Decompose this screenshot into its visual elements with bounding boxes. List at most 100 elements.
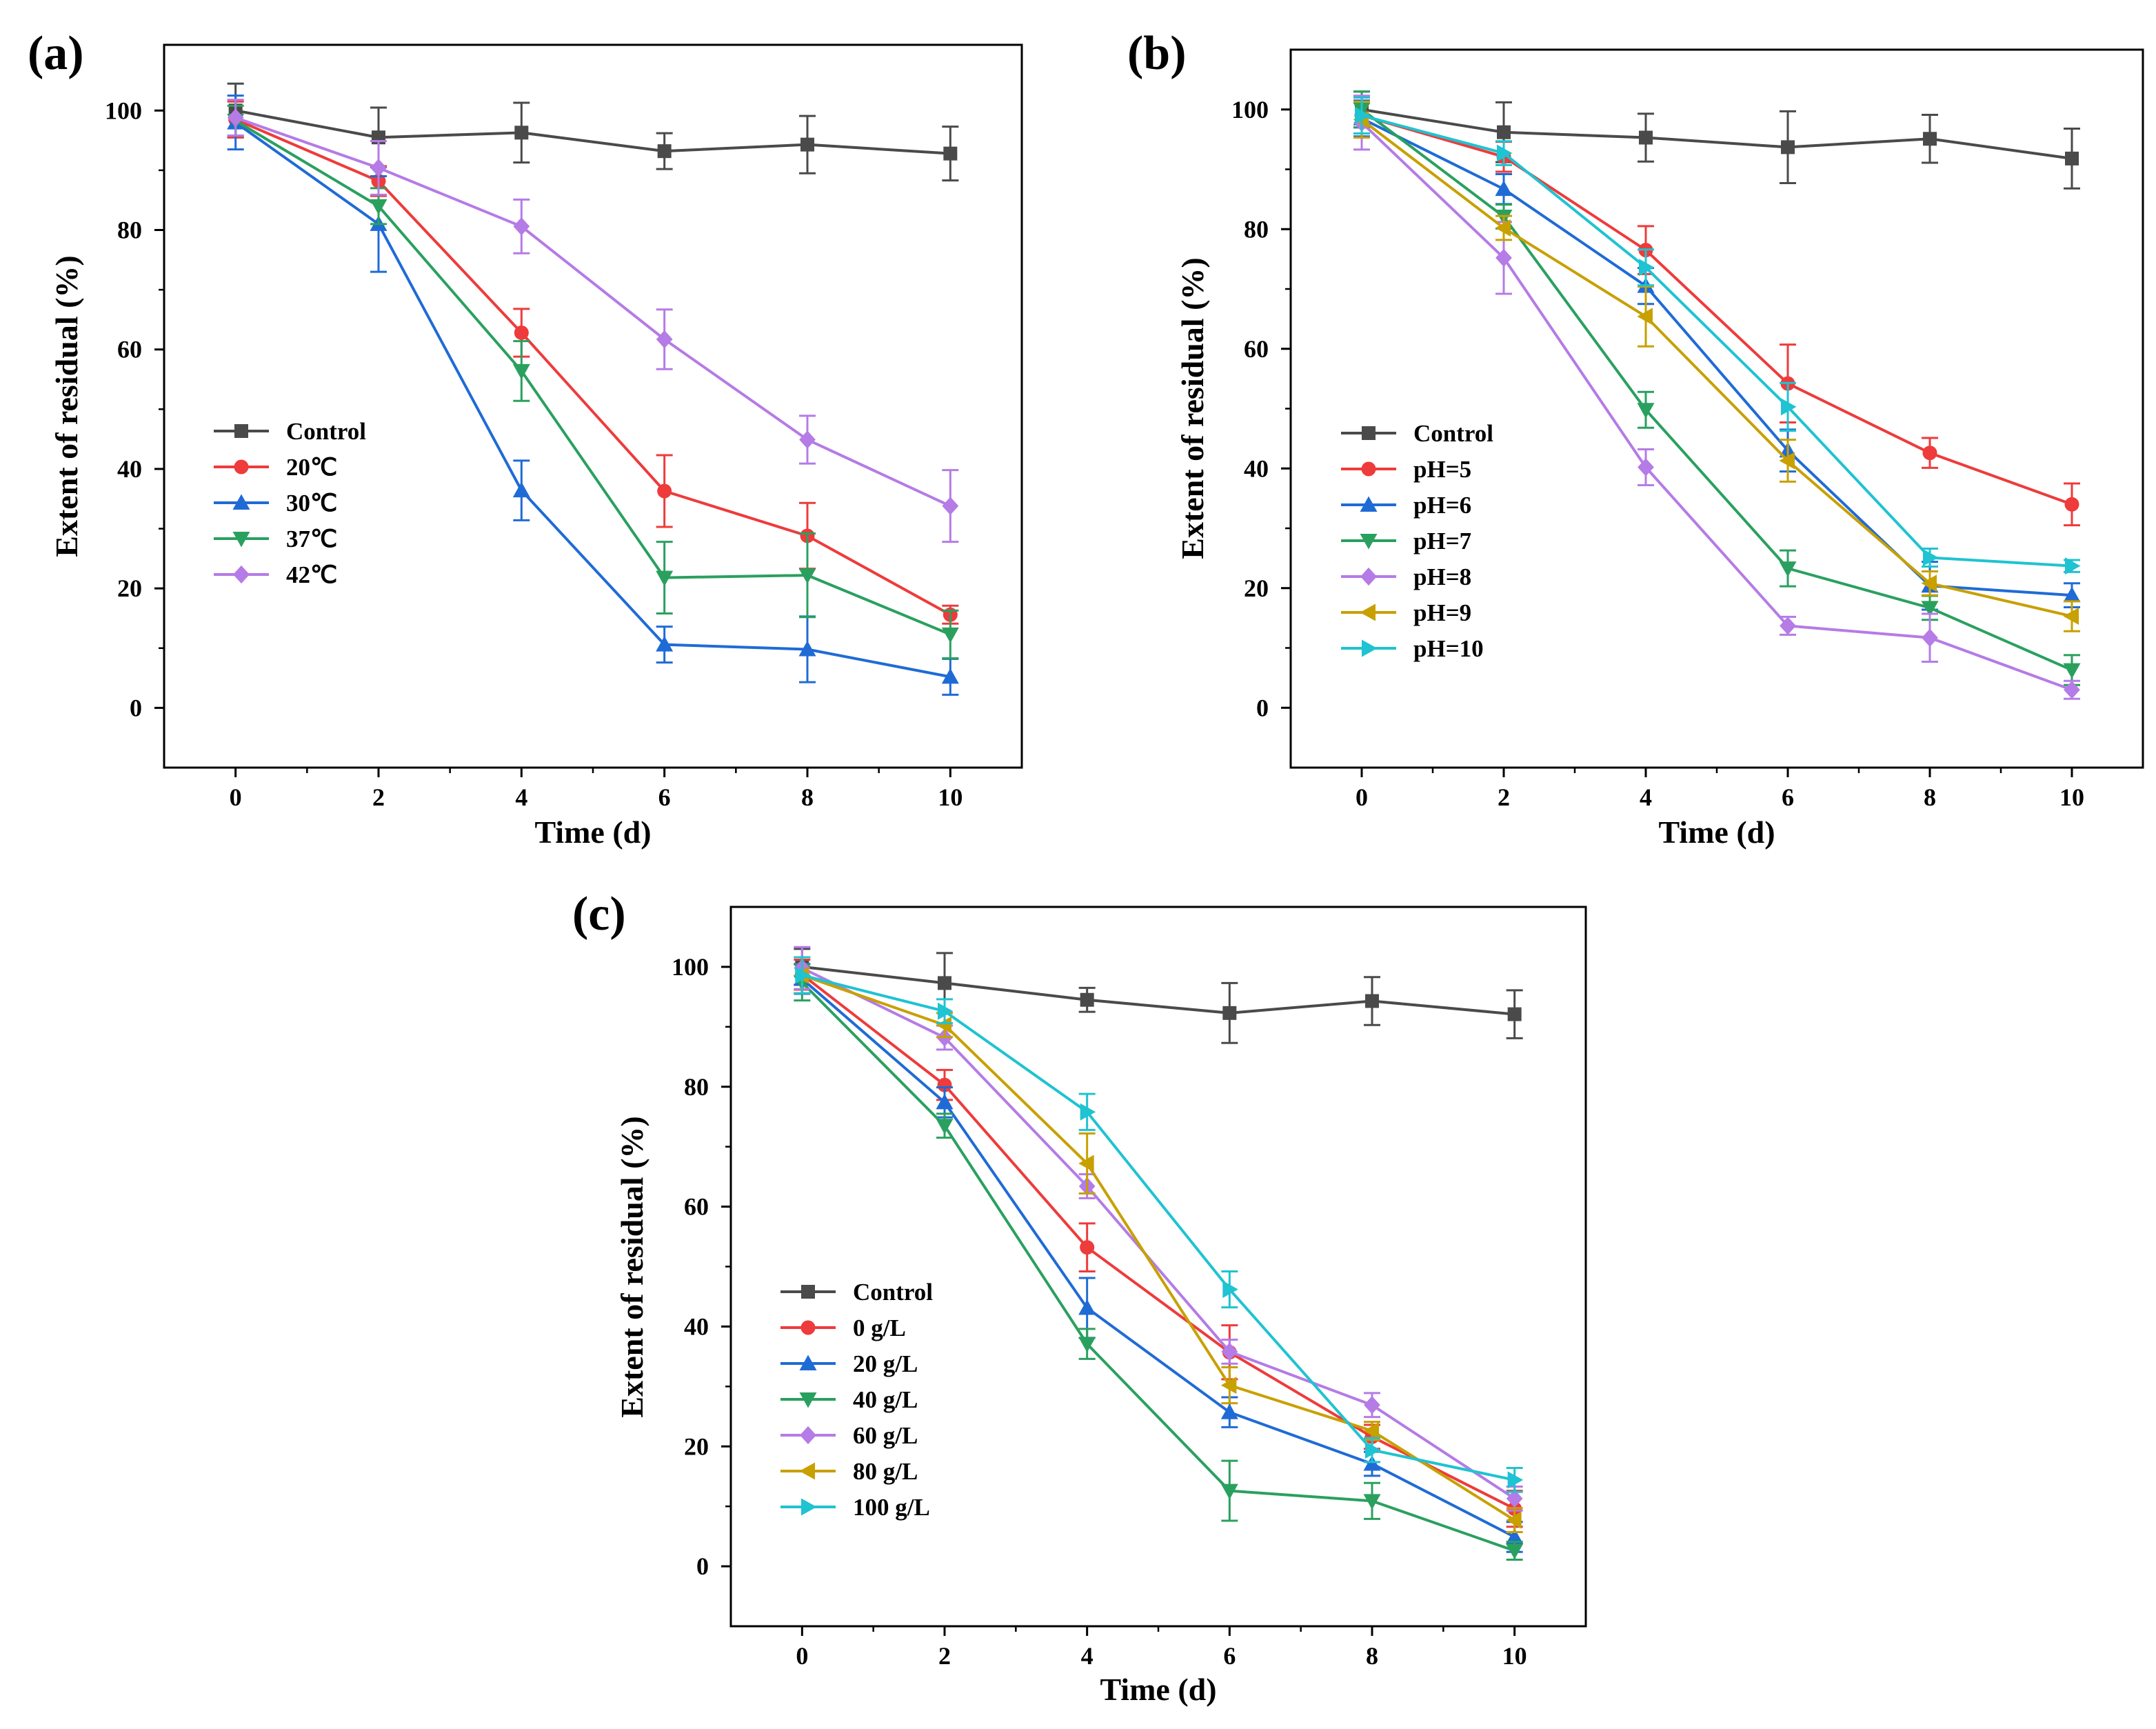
series-line [801, 973, 1515, 1510]
data-point [1363, 1422, 1379, 1440]
data-point [514, 325, 529, 340]
data-point [1506, 1511, 1522, 1529]
data-point [1506, 1543, 1524, 1559]
data-point [1495, 219, 1511, 237]
legend-marker [799, 1462, 815, 1480]
data-point [1781, 398, 1797, 416]
y-tick-label: 40 [117, 455, 142, 483]
legend-marker [1360, 496, 1378, 512]
y-axis-title: Extent of residual (%) [49, 255, 84, 557]
legend-label: 0 g/L [853, 1315, 906, 1341]
series-5 [227, 99, 959, 543]
legend-marker [801, 1285, 815, 1299]
legend-label: 20 g/L [853, 1350, 918, 1377]
x-tick-label: 8 [801, 783, 814, 811]
data-point [1363, 1494, 1381, 1510]
data-point [1078, 1299, 1096, 1315]
data-point [370, 159, 387, 177]
data-point [1080, 1240, 1095, 1255]
legend-label: pH=9 [1413, 599, 1471, 626]
legend: Control pH=5 pH=6 pH=7 pH=8 pH=9 pH=10 [1341, 420, 1493, 662]
data-point [2064, 681, 2080, 699]
data-point [1779, 452, 1795, 470]
data-point [1495, 180, 1513, 197]
y-tick-label: 20 [684, 1432, 709, 1460]
data-point [1080, 992, 1094, 1007]
data-point [1222, 1281, 1238, 1299]
series-1 [1353, 90, 2080, 190]
y-tick-label: 60 [117, 336, 142, 363]
x-axis-title: Time (d) [1100, 1672, 1216, 1707]
plot-frame [163, 43, 1023, 769]
legend-label: pH=10 [1413, 635, 1484, 662]
series-line [800, 981, 1515, 1552]
data-point [1639, 130, 1653, 145]
data-point [936, 1016, 951, 1034]
data-point [656, 330, 673, 349]
series-1 [794, 948, 1523, 1044]
data-point [2063, 663, 2081, 679]
panel-label: (a) [28, 27, 84, 80]
data-point [1222, 1006, 1237, 1020]
data-point [1078, 1155, 1094, 1172]
data-point [1220, 1377, 1237, 1395]
legend-marker [1360, 603, 1376, 621]
panel-label: (c) [572, 888, 626, 941]
y-tick-label: 100 [1231, 96, 1269, 123]
data-point [943, 146, 958, 161]
legend-label: pH=5 [1413, 456, 1471, 483]
y-tick-label: 80 [1244, 215, 1269, 243]
y-axis-title: Extent of residual (%) [1175, 257, 1210, 559]
y-tick-label: 40 [684, 1312, 709, 1340]
series-line [1361, 114, 2073, 506]
data-point [1921, 601, 1939, 617]
legend-marker [1360, 534, 1378, 550]
y-tick-label: 100 [105, 97, 142, 124]
data-point [512, 481, 530, 498]
series-line [1361, 117, 2073, 597]
legend-label: 40 g/L [853, 1386, 918, 1413]
legend-label: 60 g/L [853, 1422, 918, 1449]
x-tick-label: 10 [938, 783, 963, 811]
series-7 [1353, 96, 2081, 575]
legend-marker [1362, 426, 1376, 440]
data-point [1220, 1483, 1238, 1500]
data-point [1922, 446, 1937, 461]
legend-marker [234, 424, 248, 438]
legend-marker [232, 494, 250, 510]
legend-marker [234, 459, 249, 474]
data-point [941, 668, 959, 684]
data-point [798, 568, 816, 584]
series-line [801, 974, 1515, 1481]
series-line [235, 116, 951, 508]
y-tick-label: 80 [117, 216, 142, 243]
data-point [937, 1077, 952, 1092]
data-point [936, 1093, 954, 1110]
panel-label: (b) [1127, 27, 1187, 80]
y-tick-label: 0 [1256, 694, 1269, 721]
data-point [795, 966, 811, 984]
legend-label: Control [853, 1279, 933, 1306]
data-point [938, 976, 951, 990]
series-line [1361, 114, 2073, 568]
legend: Control 20℃ 30℃ 37℃ 42℃ [214, 418, 366, 588]
data-point [941, 627, 959, 643]
y-tick-label: 20 [117, 574, 142, 602]
data-point [1495, 248, 1512, 268]
data-point [2063, 586, 2081, 603]
data-point [942, 497, 959, 515]
x-tick-label: 0 [796, 1642, 808, 1670]
data-point [936, 1119, 954, 1135]
data-point [2064, 497, 2079, 512]
x-tick-label: 4 [1081, 1642, 1094, 1670]
series-line [1361, 108, 2073, 160]
x-tick-label: 2 [372, 783, 385, 811]
data-point [1078, 1337, 1096, 1353]
legend-marker [233, 565, 250, 584]
data-point [656, 570, 674, 587]
x-tick-label: 6 [1223, 1642, 1236, 1670]
data-point [514, 126, 529, 140]
data-point [1507, 1007, 1522, 1021]
data-point [1922, 628, 1938, 647]
